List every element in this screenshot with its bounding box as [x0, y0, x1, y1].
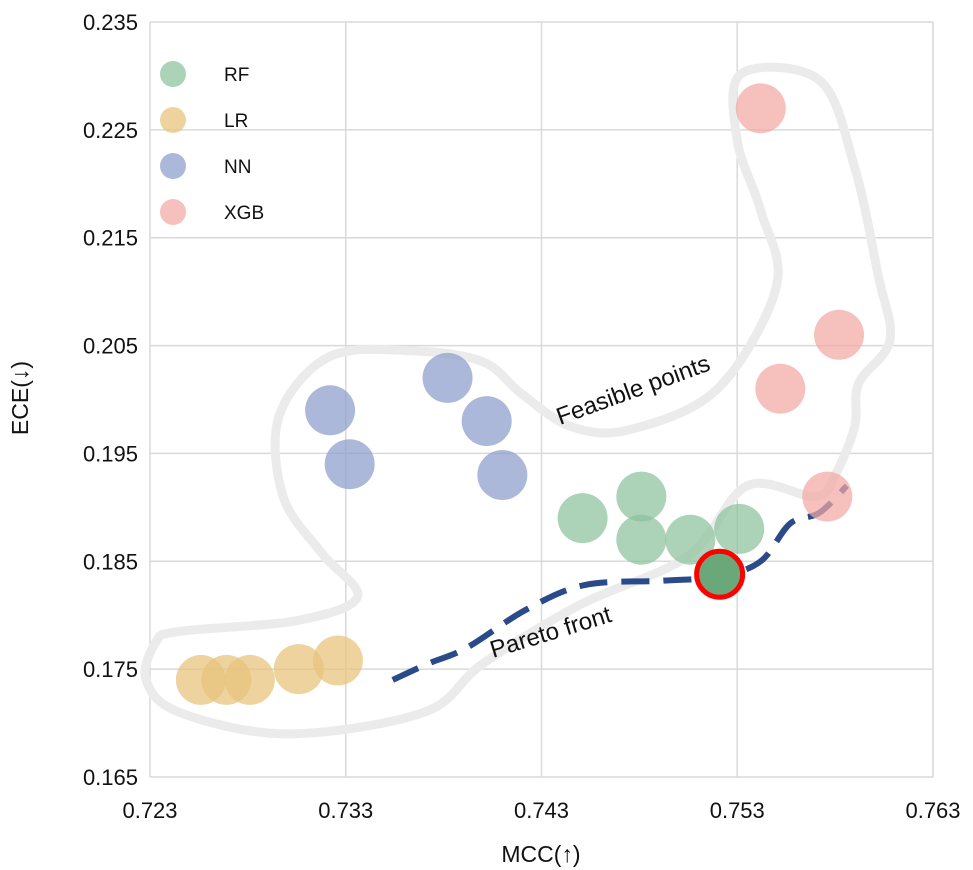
point-nn: [305, 385, 356, 436]
y-tick-label: 0.215: [83, 226, 138, 251]
legend-label-lr: LR: [224, 111, 248, 132]
y-tick-label: 0.165: [83, 765, 138, 790]
point-rf: [616, 514, 667, 565]
data-points: [175, 83, 865, 705]
point-xgb: [814, 309, 865, 360]
legend-label-rf: RF: [224, 65, 249, 86]
x-tick-label: 0.733: [318, 798, 373, 823]
y-tick-label: 0.195: [83, 441, 138, 466]
point-lr: [312, 635, 363, 686]
highlighted-point: [694, 548, 746, 600]
feasible-region-outline: [140, 62, 896, 739]
legend-label-nn: NN: [224, 157, 251, 178]
pareto-front-label: Pareto front: [487, 601, 615, 664]
feasible-points-label: Feasible points: [553, 350, 714, 431]
legend-marker-xgb: [160, 199, 186, 225]
point-nn: [422, 352, 473, 403]
y-axis-title: ECE(↓): [7, 361, 33, 435]
point-nn: [324, 439, 375, 490]
legend-marker-nn: [160, 153, 186, 179]
legend-marker-rf: [160, 61, 186, 87]
x-tick-label: 0.753: [710, 798, 765, 823]
point-xgb: [755, 363, 806, 414]
point-lr: [224, 654, 275, 705]
point-xgb: [735, 83, 786, 134]
legend-label-xgb: XGB: [224, 203, 264, 224]
point-nn: [461, 396, 512, 447]
y-tick-label: 0.225: [83, 118, 138, 143]
point-rf: [714, 503, 765, 554]
pareto-front-line: [391, 483, 850, 683]
legend: RF LR NN XGB: [160, 61, 264, 225]
feasible-region: [140, 62, 896, 739]
pareto-front: [391, 483, 850, 683]
x-tick-label: 0.743: [514, 798, 569, 823]
y-tick-label: 0.235: [83, 10, 138, 35]
point-nn: [477, 450, 528, 500]
x-tick-label: 0.723: [122, 798, 177, 823]
point-rf: [557, 493, 608, 544]
point-xgb: [802, 471, 853, 522]
tick-labels: 0.165 0.175 0.185 0.195 0.205 0.215 0.225 0.235…: [83, 10, 961, 823]
x-tick-label: 0.763: [905, 798, 960, 823]
y-tick-label: 0.175: [83, 657, 138, 682]
point-rf: [616, 471, 667, 522]
legend-marker-lr: [160, 107, 186, 133]
point-lr: [273, 644, 324, 695]
point-rf: [665, 514, 716, 565]
y-tick-label: 0.185: [83, 549, 138, 574]
y-tick-label: 0.205: [83, 334, 138, 359]
x-axis-title: MCC(↑): [501, 841, 580, 867]
